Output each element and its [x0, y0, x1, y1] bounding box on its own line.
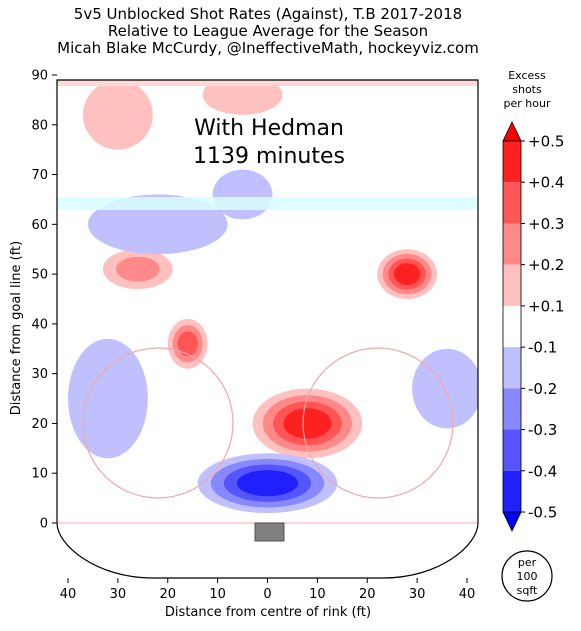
y-axis-label: Distance from goal line (ft)	[9, 241, 24, 415]
chart-title: 5v5 Unblocked Shot Rates (Against), T.B …	[73, 5, 463, 23]
heat-region	[377, 249, 438, 299]
heat-contour	[68, 338, 148, 459]
heat-region	[82, 80, 153, 150]
colorbar-tick-label: -0.5	[528, 504, 557, 522]
heat-contour	[412, 348, 478, 429]
colorbar-title-2: shots	[512, 83, 542, 96]
colorbar-frame	[502, 140, 522, 513]
heat-contour	[283, 408, 332, 439]
x-tick-label: 20	[159, 587, 176, 602]
x-tick-label: 0	[263, 587, 271, 602]
y-tick-label: 80	[31, 118, 48, 133]
colorbar-tick-label: -0.1	[528, 339, 557, 357]
chart-author: Micah Blake McCurdy, @IneffectiveMath, h…	[57, 39, 479, 57]
annotation-line1: With Hedman	[194, 116, 344, 141]
heat-contour	[177, 331, 198, 357]
centre-line	[57, 80, 478, 86]
y-tick-label: 30	[31, 367, 48, 382]
blue-line	[57, 197, 478, 210]
heat-contour	[394, 263, 421, 285]
x-axis-label: Distance from centre of rink (ft)	[165, 605, 371, 620]
x-tick-label: 20	[359, 587, 376, 602]
chart-subtitle: Relative to League Average for the Seaso…	[107, 22, 429, 40]
x-tick-label: 10	[309, 587, 326, 602]
unit-badge	[501, 550, 553, 602]
colorbar-bin	[503, 141, 521, 183]
y-tick-label: 0	[40, 517, 48, 532]
colorbar-tick-label: -0.2	[528, 380, 557, 398]
colorbar-bin	[503, 182, 521, 224]
x-tick-label: 30	[110, 587, 127, 602]
x-tick-label: 30	[409, 587, 426, 602]
heat-region	[212, 169, 273, 220]
goal-net	[254, 522, 285, 542]
colorbar-tick-label: +0.1	[528, 297, 564, 315]
x-axis: 40 30 20 10 0 10 20 30 40	[60, 578, 476, 602]
y-tick-label: 10	[31, 467, 48, 482]
colorbar-title-3: per hour	[504, 97, 551, 110]
y-tick-label: 40	[31, 317, 48, 332]
colorbar-bin	[503, 388, 521, 430]
colorbar-bin	[503, 347, 521, 389]
unit-badge-line1: per	[518, 556, 537, 569]
colorbar-tick-label: -0.3	[528, 421, 557, 439]
unit-badge-line2: 100	[517, 570, 538, 583]
colorbar-tick-label: +0.2	[528, 256, 564, 274]
heat-region	[68, 338, 148, 459]
chart-title-block: 5v5 Unblocked Shot Rates (Against), T.B …	[0, 6, 536, 57]
faceoff-circle-left	[82, 347, 234, 499]
y-tick-label: 50	[31, 268, 48, 283]
heat-contour	[116, 256, 160, 282]
y-tick-label: 20	[31, 417, 48, 432]
heat-contour	[236, 470, 299, 497]
annotation-line2: 1139 minutes	[193, 144, 345, 169]
rink-markings	[56, 79, 479, 579]
colorbar-bin	[503, 223, 521, 265]
y-tick-label: 90	[31, 69, 48, 84]
heat-region	[252, 388, 363, 459]
colorbar-bin	[503, 264, 521, 306]
colorbar-tick-label: +0.5	[528, 133, 564, 151]
faceoff-circle-right	[302, 347, 454, 499]
x-tick-label: 40	[459, 587, 476, 602]
x-tick-label: 10	[209, 587, 226, 602]
heat-region	[167, 318, 208, 369]
colorbar-bin	[503, 429, 521, 471]
colorbar-tick-label: -0.4	[528, 462, 557, 480]
x-tick-label: 40	[60, 587, 77, 602]
y-tick-label: 70	[31, 168, 48, 183]
y-tick-label: 60	[31, 218, 48, 233]
colorbar-bin	[503, 470, 521, 512]
colorbar-over-arrow	[502, 121, 522, 142]
colorbar-title-1: Excess	[508, 69, 546, 82]
heat-region	[197, 453, 338, 514]
colorbar-tick-label: +0.3	[528, 215, 564, 233]
heat-contour	[212, 169, 273, 220]
colorbar-under-arrow	[502, 511, 522, 532]
y-axis: 0 10 20 30 40 50 60 70 80 90	[31, 69, 57, 532]
unit-badge-line3: sqft	[517, 584, 538, 597]
heat-region	[102, 249, 173, 290]
colorbar: +0.5 +0.4 +0.3 +0.2 +0.1 -0.1 -0.2 -0.3 -0.4 -0.5	[502, 121, 564, 532]
rink-outline	[56, 79, 479, 579]
colorbar-tick-label: +0.4	[528, 174, 564, 192]
heat-contour	[82, 80, 153, 150]
colorbar-bin	[503, 305, 521, 348]
heat-region	[412, 348, 478, 429]
